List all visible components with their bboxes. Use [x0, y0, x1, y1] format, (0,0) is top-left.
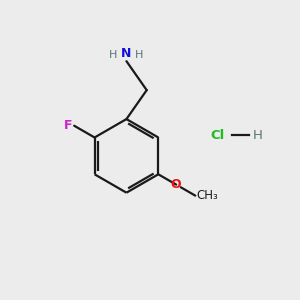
Text: F: F: [64, 119, 73, 132]
Text: Cl: Cl: [211, 129, 225, 142]
Text: O: O: [171, 178, 181, 191]
Text: N: N: [121, 47, 132, 60]
Text: H: H: [109, 50, 118, 60]
Text: H: H: [135, 50, 144, 60]
Text: H: H: [253, 129, 263, 142]
Text: CH₃: CH₃: [197, 189, 218, 202]
